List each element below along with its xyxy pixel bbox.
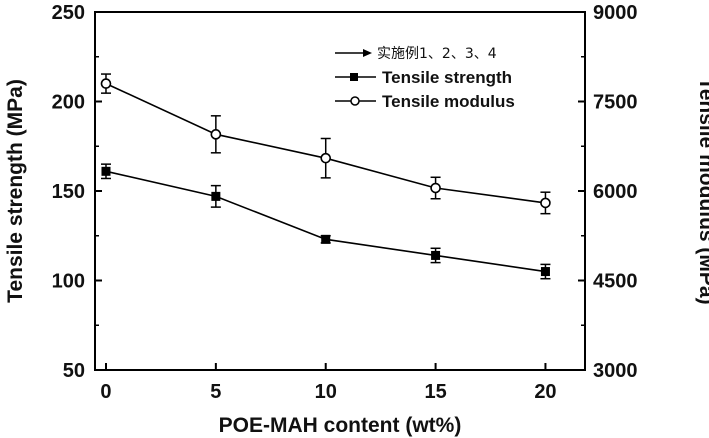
y-tick-label: 250 bbox=[52, 2, 85, 24]
series-line-strength bbox=[106, 171, 545, 271]
point-modulus bbox=[431, 184, 440, 193]
y-tick-label: 50 bbox=[63, 360, 85, 382]
point-strength bbox=[211, 192, 220, 201]
point-modulus bbox=[321, 154, 330, 163]
legend-modulus-label: Tensile modulus bbox=[382, 92, 515, 111]
point-strength bbox=[101, 167, 110, 176]
y2-tick-label: 6000 bbox=[593, 181, 638, 203]
y2-axis-title: Tensile modulus (MPa) bbox=[695, 77, 709, 304]
legend-arrow-icon bbox=[335, 49, 372, 57]
x-axis-title: POE-MAH content (wt%) bbox=[219, 414, 462, 437]
legend-note: 实施例1、2、3、4 bbox=[377, 46, 497, 62]
x-tick-label: 20 bbox=[534, 381, 556, 403]
y2-tick-label: 7500 bbox=[593, 92, 638, 114]
x-tick-label: 5 bbox=[210, 381, 221, 403]
point-modulus bbox=[541, 198, 550, 207]
y-tick-label: 100 bbox=[52, 271, 85, 293]
legend-strength-label: Tensile strength bbox=[382, 68, 512, 87]
y-tick-label: 150 bbox=[52, 181, 85, 203]
point-modulus bbox=[211, 130, 220, 139]
point-strength bbox=[321, 235, 330, 244]
x-tick-label: 15 bbox=[424, 381, 446, 403]
y-tick-label: 200 bbox=[52, 92, 85, 114]
point-modulus bbox=[101, 79, 110, 88]
legend-modulus-marker bbox=[335, 97, 376, 105]
point-strength bbox=[431, 251, 440, 260]
x-tick-label: 10 bbox=[315, 381, 337, 403]
legend: 实施例1、2、3、4 Tensile strength Tensile modu… bbox=[335, 46, 515, 111]
plot-frame bbox=[95, 12, 585, 370]
legend-strength-marker bbox=[335, 73, 376, 81]
x-tick-label: 0 bbox=[100, 381, 111, 403]
y-axis-title: Tensile strength (MPa) bbox=[4, 79, 27, 303]
y2-tick-label: 4500 bbox=[593, 271, 638, 293]
y2-tick-label: 3000 bbox=[593, 360, 638, 382]
chart: 0 5 10 15 20 50 100 150 200 250 3000 4500 6000 7500 90… bbox=[0, 0, 709, 438]
y2-tick-label: 9000 bbox=[593, 2, 638, 24]
point-strength bbox=[541, 267, 550, 276]
